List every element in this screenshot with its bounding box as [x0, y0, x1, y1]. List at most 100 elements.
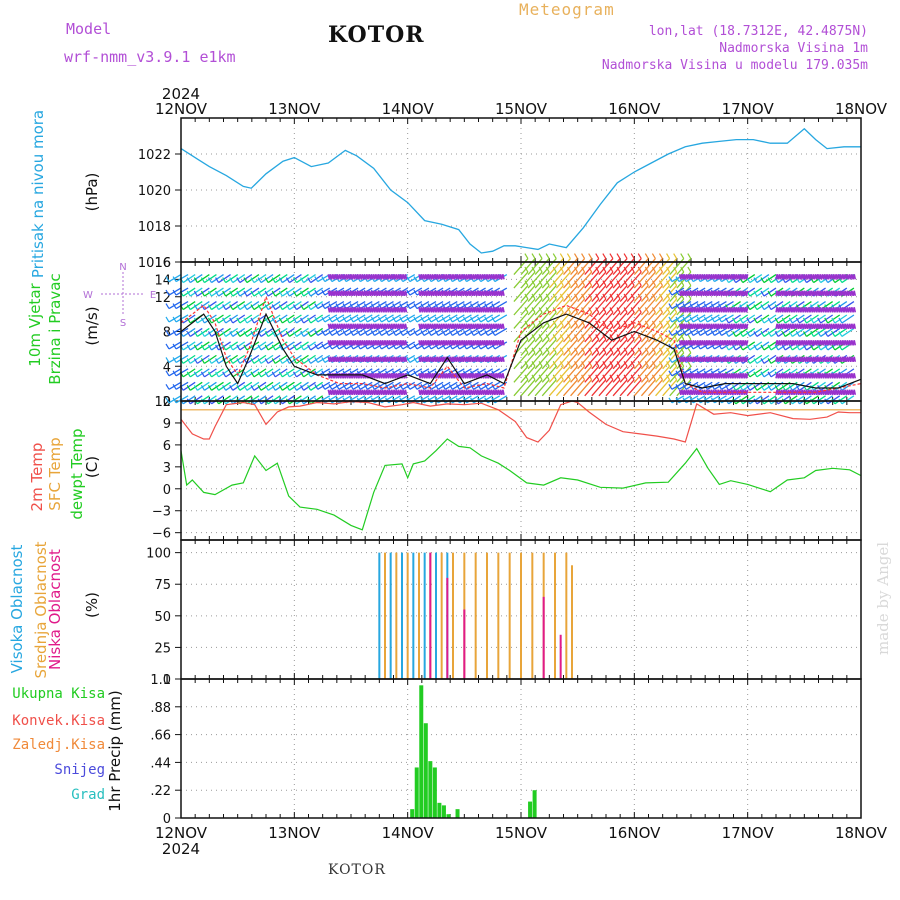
wind-barb-flag	[264, 344, 269, 351]
wind-barb	[289, 327, 302, 338]
wind-barb	[756, 354, 770, 364]
wind-barb-row	[418, 356, 505, 362]
wind-barb-flag	[257, 277, 262, 283]
wind-barb-flag	[696, 330, 701, 336]
wind-barb-flag	[637, 266, 642, 273]
wind-barb	[534, 285, 550, 302]
wind-barb	[225, 395, 239, 405]
wind-barb	[770, 368, 784, 378]
y-tick-label: .22	[150, 784, 171, 799]
wind-barb-flag	[236, 277, 241, 283]
wind-barb-flag	[710, 384, 715, 390]
wind-barb-flag	[609, 293, 614, 300]
wind-barb-flag	[314, 330, 319, 336]
wind-barb	[728, 300, 741, 311]
wind-barb-flag	[207, 385, 213, 391]
wind-barb-flag	[616, 361, 621, 367]
wind-barb-flag	[673, 253, 678, 259]
wind-barb-flag	[753, 385, 758, 391]
legend-total-rain: Ukupna Kisa	[12, 686, 105, 702]
wind-barb-flag	[413, 330, 418, 336]
wind-barb-flag	[668, 289, 673, 296]
wind-barb-flag	[207, 331, 213, 337]
wind-barb	[204, 381, 217, 391]
wind-barb-flag	[795, 331, 800, 337]
wind-barb	[182, 341, 196, 351]
wind-barb	[189, 274, 203, 284]
wind-barb	[520, 271, 536, 289]
wind-barb-row	[775, 307, 857, 313]
wind-barb-flag	[559, 361, 564, 367]
wind-barb-flag	[566, 334, 571, 340]
wind-barb-flag	[675, 370, 680, 377]
wind-barb-row	[678, 356, 749, 362]
wind-barb	[317, 341, 331, 350]
wind-barb-flag	[222, 371, 227, 378]
wind-barb	[841, 300, 855, 311]
wind-barb-flag	[250, 290, 255, 297]
wind-barb	[534, 325, 550, 343]
wind-barb-flag	[566, 293, 571, 300]
wind-barb	[633, 379, 649, 397]
wind-barb	[211, 354, 224, 364]
wind-barb	[777, 395, 791, 405]
wind-barb	[591, 338, 607, 356]
wind-barb-flag	[307, 304, 312, 310]
wind-barb	[834, 381, 848, 391]
wind-barb	[820, 327, 834, 338]
wind-barb-flag	[609, 347, 614, 354]
wind-barb-flag	[236, 385, 241, 391]
wind-barb	[598, 325, 614, 343]
wind-barb	[662, 312, 678, 329]
wind-barb	[196, 354, 210, 364]
wind-barb-flag	[637, 347, 642, 354]
top-day-label: 18NOV	[835, 100, 888, 118]
wind-barb-flag	[314, 357, 319, 363]
wind-barb-flag	[666, 280, 671, 286]
wind-barb	[281, 274, 295, 284]
wind-barb	[685, 314, 699, 323]
wind-barb	[591, 325, 607, 343]
y-tick-label: 0	[163, 395, 171, 410]
wind-barb-flag	[545, 347, 550, 354]
wind-barb-flag	[739, 331, 744, 337]
wind-barb-flag	[687, 334, 692, 340]
wind-barb	[367, 381, 380, 390]
wind-barb-flag	[300, 290, 305, 297]
wind-barb-flag	[666, 361, 671, 367]
wind-barb	[168, 327, 182, 337]
wind-barb	[834, 327, 848, 338]
wind-barb	[232, 274, 246, 284]
wind-barb	[175, 368, 189, 377]
wind-barb	[281, 300, 295, 311]
wind-barb-flag	[392, 384, 397, 390]
wind-barb-flag	[644, 266, 649, 273]
wind-barb-flag	[363, 384, 368, 390]
wind-barb-flag	[609, 334, 614, 340]
wind-barb	[541, 379, 557, 397]
wind-barb	[274, 395, 288, 405]
wind-barb	[728, 327, 741, 338]
wind-barb-flag	[193, 290, 198, 297]
wind-barb-flag	[349, 384, 354, 390]
wind-barb	[756, 368, 770, 378]
wind-barb-row	[775, 340, 857, 346]
wind-barb-flag	[399, 330, 404, 336]
wind-barb-flag	[531, 280, 536, 286]
wind-barb	[168, 354, 182, 363]
wind-barb-flag	[588, 280, 593, 286]
wind-barb	[626, 312, 642, 329]
wind-barb-flag	[795, 344, 800, 351]
wind-barb	[196, 341, 210, 351]
wind-barb	[685, 327, 699, 337]
wind-barb	[548, 379, 564, 397]
wind-barb	[735, 314, 749, 324]
elevation-text: Nadmorska Visina 1m	[719, 41, 868, 56]
wind-barb	[324, 300, 338, 310]
wind-barb	[735, 395, 749, 405]
wind-barb	[662, 379, 678, 397]
wind-barb	[437, 381, 451, 390]
wind-barb-flag	[406, 384, 411, 390]
wind-barb-flag	[455, 384, 460, 390]
wind-barb-flag	[595, 334, 600, 340]
